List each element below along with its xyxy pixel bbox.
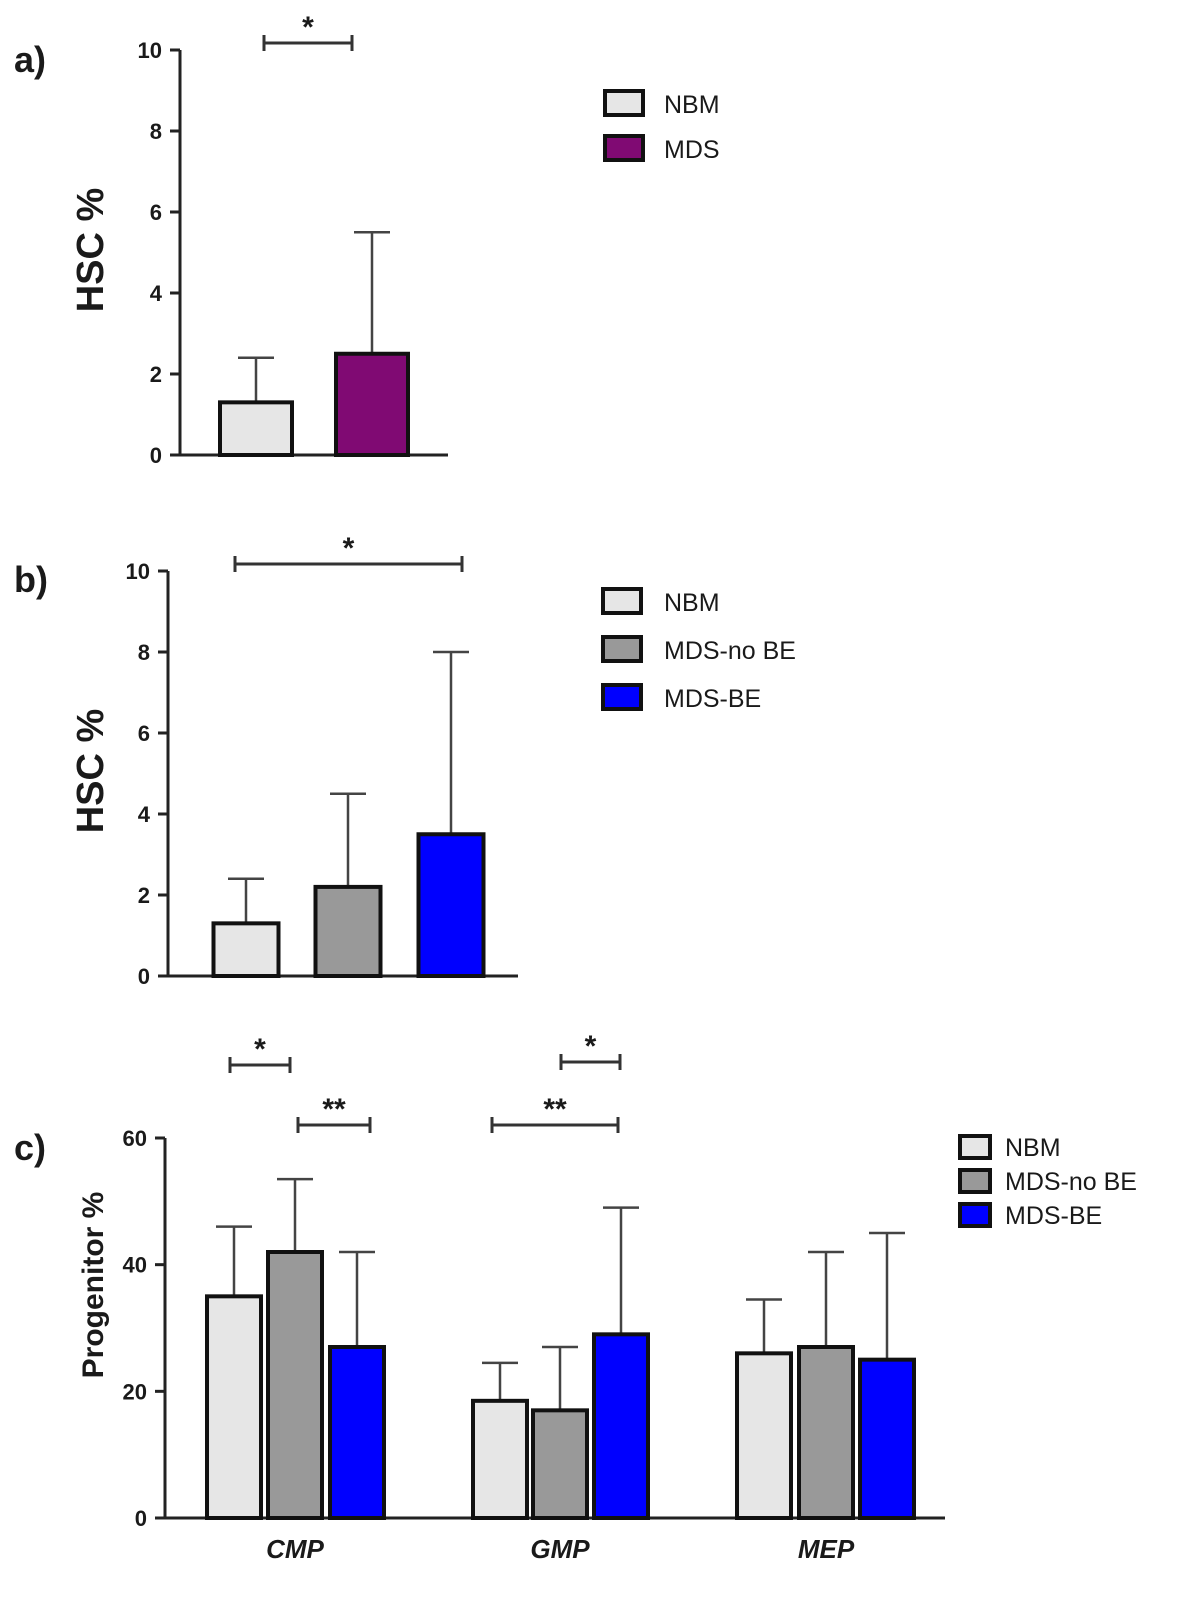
bar-mds-no-be [313,884,383,979]
y-tick-label: 0 [135,1506,147,1531]
bar-nbm [735,1351,793,1521]
significance-label: * [585,1030,597,1063]
legend-swatch-mds-be [601,683,643,711]
legend-label-mds-no-be: MDS-no BE [1005,1168,1137,1196]
y-tick-label: 0 [138,964,150,989]
bar-mds-no-be [266,1250,324,1520]
category-label-mep: MEP [798,1534,855,1564]
y-tick-label: 60 [123,1126,147,1151]
bar-nbm [471,1398,529,1521]
legend-label-nbm: NBM [1005,1134,1061,1162]
chart-panel-1: a) HSC % 0 2 4 6 8 10 * NBM MDS [14,11,720,468]
bar-mds-be [328,1345,386,1520]
legend-label-mds: MDS [664,136,720,164]
legend: NBM MDS-no BE MDS-BE [958,1134,1137,1230]
y-tick-label: 10 [138,38,162,63]
y-tick-label: 8 [150,119,162,144]
legend-swatch-mds-be [958,1202,992,1228]
y-tick-label: 10 [126,559,150,584]
y-tick-label: 4 [138,802,151,827]
y-tick-label: 40 [123,1253,147,1278]
chart-panel-2: b) HSC % 0 2 4 6 8 10 * NBM MDS-no BE MDS-BE [14,532,796,989]
significance-label: * [254,1033,266,1066]
y-axis-label: HSC % [70,709,112,834]
y-axis-label: Progenitor % [77,1192,110,1379]
bar-nbm [218,400,294,458]
bar-mds [334,351,410,457]
bar-nbm [211,921,281,978]
legend-swatch-mds-no-be [601,635,643,663]
bar-nbm [205,1294,263,1521]
y-axis-label: HSC % [70,188,112,313]
bar-mds-be [416,832,486,978]
y-tick-label: 6 [138,721,150,746]
legend-swatch-mds [603,134,645,162]
bar-mds-no-be [797,1345,855,1520]
y-tick-label: 8 [138,640,150,665]
bar-mds-no-be [531,1408,589,1521]
panel-label: c) [14,1127,46,1168]
legend-label-nbm: NBM [664,91,720,119]
y-tick-label: 4 [150,281,163,306]
legend-swatch-nbm [603,89,645,117]
category-label-cmp: CMP [266,1534,324,1564]
panel-label: b) [14,559,48,600]
legend-label-mds-be: MDS-BE [1005,1202,1102,1230]
significance-label: ** [543,1093,567,1126]
legend-swatch-nbm [601,587,643,615]
panel-label: a) [14,39,46,80]
bar-mds-be [592,1332,650,1521]
legend-swatch-nbm [958,1134,992,1160]
legend-swatch-mds-no-be [958,1168,992,1194]
legend-label-nbm: NBM [664,589,720,617]
bar-mds-be [858,1357,916,1520]
significance-label: * [302,11,314,44]
y-tick-label: 2 [150,362,162,387]
significance-label: * [343,532,355,565]
y-tick-label: 20 [123,1379,147,1404]
y-tick-label: 6 [150,200,162,225]
category-label-gmp: GMP [530,1534,590,1564]
legend-label-mds-be: MDS-BE [664,685,761,713]
legend: NBM MDS [603,89,720,164]
legend: NBM MDS-no BE MDS-BE [601,587,796,713]
y-tick-label: 2 [138,883,150,908]
legend-label-mds-no-be: MDS-no BE [664,637,796,665]
significance-label: ** [322,1093,346,1126]
y-tick-label: 0 [150,443,162,468]
